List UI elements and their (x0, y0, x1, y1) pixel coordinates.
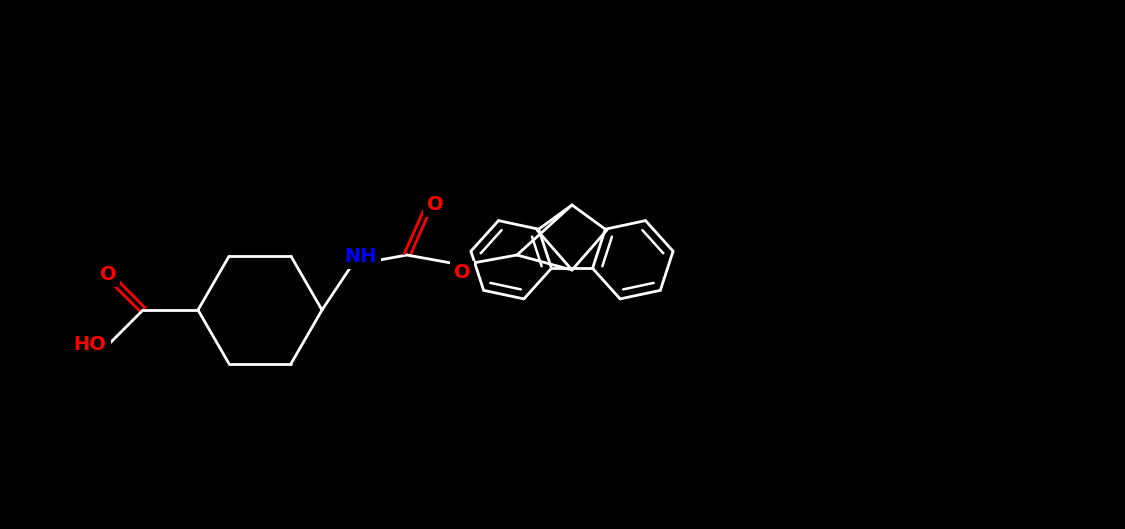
Text: O: O (99, 265, 117, 285)
Text: HO: HO (71, 335, 109, 355)
Text: O: O (453, 263, 470, 282)
Text: O: O (100, 266, 116, 285)
Text: HO: HO (73, 335, 107, 354)
Text: O: O (425, 195, 444, 215)
Text: O: O (426, 196, 443, 214)
Text: NH: NH (344, 248, 376, 267)
Text: O: O (452, 263, 471, 283)
Text: NH: NH (342, 247, 378, 267)
